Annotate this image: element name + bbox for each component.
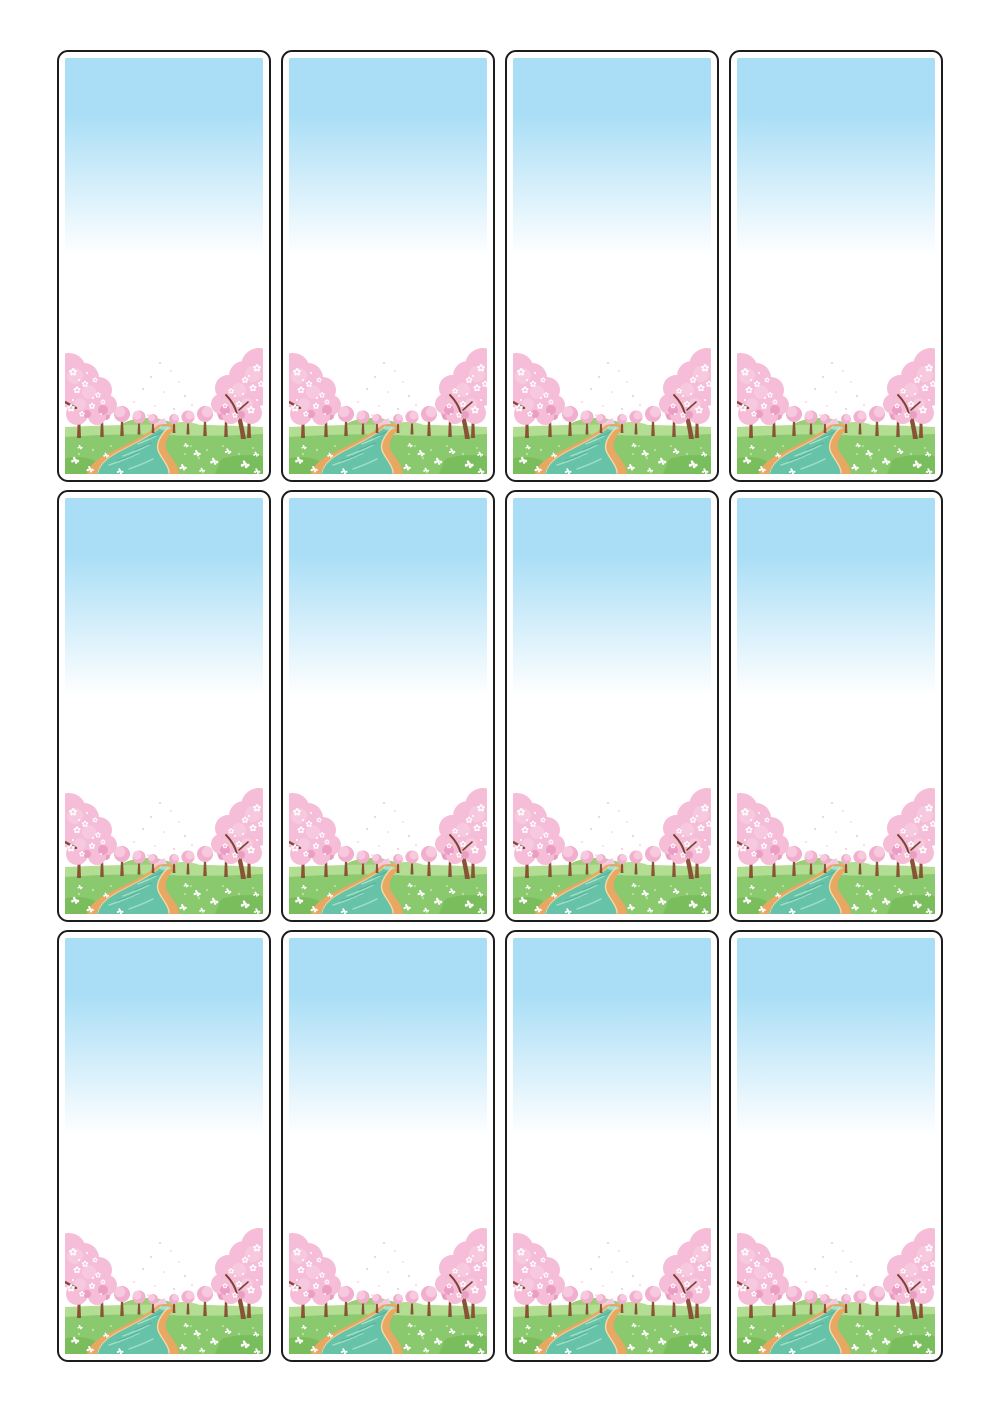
cherry-blossom-scene-illustration (737, 938, 935, 1354)
bookmark-card (729, 930, 943, 1362)
cherry-blossom-scene-illustration (513, 498, 711, 914)
bookmark-card (281, 50, 495, 482)
bookmark-card (505, 930, 719, 1362)
bookmark-card (729, 50, 943, 482)
cherry-blossom-scene-illustration (289, 498, 487, 914)
bookmark-card (281, 490, 495, 922)
bookmark-card (57, 50, 271, 482)
cherry-blossom-scene-illustration (513, 58, 711, 474)
bookmark-card (281, 930, 495, 1362)
cherry-blossom-scene-illustration (289, 58, 487, 474)
cherry-blossom-scene-illustration (513, 938, 711, 1354)
cherry-blossom-scene-illustration (65, 58, 263, 474)
cherry-blossom-scene-illustration (737, 498, 935, 914)
bookmark-card (729, 490, 943, 922)
bookmark-card (57, 490, 271, 922)
bookmark-card (505, 490, 719, 922)
cards-grid (57, 50, 943, 1362)
cherry-blossom-scene-illustration (65, 938, 263, 1354)
cherry-blossom-scene-illustration (737, 58, 935, 474)
cherry-blossom-scene-illustration (289, 938, 487, 1354)
bookmark-card (57, 930, 271, 1362)
bookmark-card (505, 50, 719, 482)
cherry-blossom-scene-illustration (65, 498, 263, 914)
